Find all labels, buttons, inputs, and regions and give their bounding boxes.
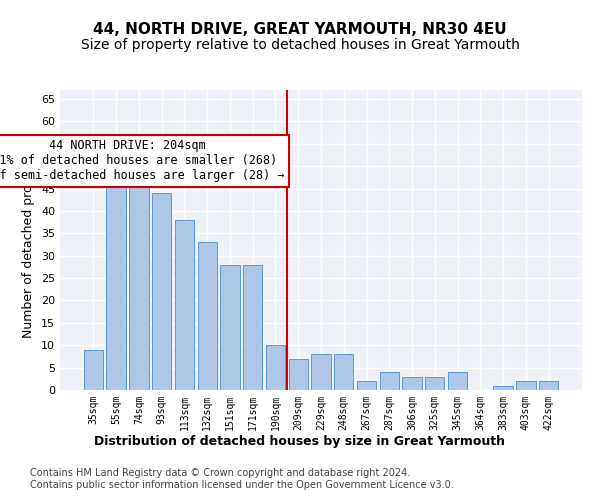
- Bar: [539, 381, 558, 390]
- Bar: [106, 148, 126, 390]
- Bar: [84, 350, 103, 390]
- Text: Distribution of detached houses by size in Great Yarmouth: Distribution of detached houses by size …: [95, 435, 505, 448]
- Bar: [175, 220, 194, 390]
- Bar: [448, 372, 467, 390]
- Bar: [380, 372, 399, 390]
- Y-axis label: Number of detached properties: Number of detached properties: [22, 142, 35, 338]
- Text: 44, NORTH DRIVE, GREAT YARMOUTH, NR30 4EU: 44, NORTH DRIVE, GREAT YARMOUTH, NR30 4E…: [93, 22, 507, 38]
- Bar: [243, 264, 262, 390]
- Bar: [493, 386, 513, 390]
- Bar: [289, 358, 308, 390]
- Bar: [266, 345, 285, 390]
- Bar: [357, 381, 376, 390]
- Bar: [311, 354, 331, 390]
- Bar: [425, 376, 445, 390]
- Text: 44 NORTH DRIVE: 204sqm
← 91% of detached houses are smaller (268)
9% of semi-det: 44 NORTH DRIVE: 204sqm ← 91% of detached…: [0, 140, 284, 182]
- Bar: [516, 381, 536, 390]
- Bar: [334, 354, 353, 390]
- Text: Size of property relative to detached houses in Great Yarmouth: Size of property relative to detached ho…: [80, 38, 520, 52]
- Bar: [129, 170, 149, 390]
- Bar: [403, 376, 422, 390]
- Text: Contains HM Land Registry data © Crown copyright and database right 2024.
Contai: Contains HM Land Registry data © Crown c…: [30, 468, 454, 490]
- Bar: [197, 242, 217, 390]
- Bar: [152, 193, 172, 390]
- Bar: [220, 264, 239, 390]
